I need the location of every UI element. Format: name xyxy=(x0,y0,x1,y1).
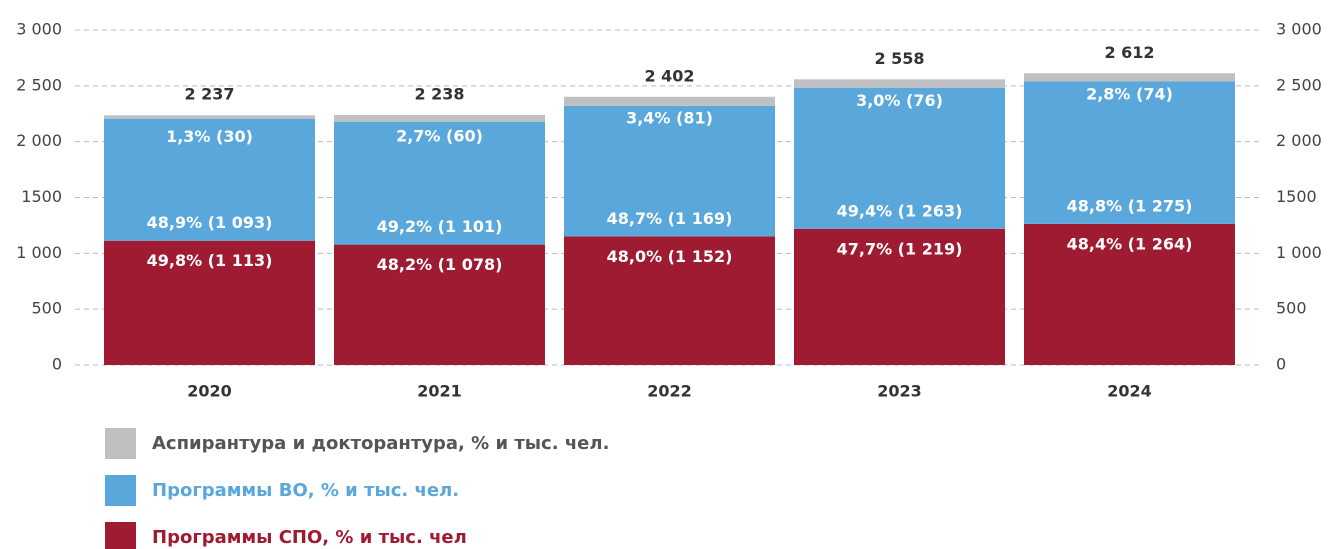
bar-segment xyxy=(334,114,545,122)
legend-swatch xyxy=(105,428,136,459)
bar-segment xyxy=(104,118,315,241)
y2-tick-label: 1500 xyxy=(1276,187,1317,206)
value-label: 1,3% (30) xyxy=(166,127,253,146)
legend-swatch xyxy=(105,475,136,506)
x-tick-label: 2021 xyxy=(417,382,462,401)
total-label: 2 402 xyxy=(644,66,694,85)
x-tick-label: 2023 xyxy=(877,382,922,401)
x-tick-label: 2022 xyxy=(647,382,692,401)
bar-segment xyxy=(794,228,1005,365)
y-tick-label: 1 000 xyxy=(16,243,62,262)
legend-label: Аспирантура и докторантура, % и тыс. чел… xyxy=(152,433,609,454)
value-label: 3,0% (76) xyxy=(856,91,943,110)
legend-label: Программы ВО, % и тыс. чел. xyxy=(152,480,459,501)
value-label: 47,7% (1 219) xyxy=(837,239,963,258)
bar-segment xyxy=(564,105,775,237)
total-label: 2 558 xyxy=(874,49,924,68)
value-label: 48,9% (1 093) xyxy=(147,213,273,232)
bar-segment xyxy=(334,244,545,365)
value-label: 48,0% (1 152) xyxy=(607,247,733,266)
value-label: 48,2% (1 078) xyxy=(377,255,503,274)
bar-segment xyxy=(564,236,775,365)
y-tick-label: 2 000 xyxy=(16,131,62,150)
bar-segment xyxy=(794,79,1005,88)
bar-segment xyxy=(334,121,545,245)
y2-tick-label: 2 500 xyxy=(1276,75,1322,94)
bar-segment xyxy=(1024,223,1235,365)
legend-label: Программы СПО, % и тыс. чел xyxy=(152,527,467,548)
y2-tick-label: 2 000 xyxy=(1276,131,1322,150)
value-label: 2,7% (60) xyxy=(396,126,483,145)
total-label: 2 238 xyxy=(414,85,464,104)
bar-segment xyxy=(1024,73,1235,82)
y-tick-label: 2 500 xyxy=(16,75,62,94)
value-label: 48,8% (1 275) xyxy=(1067,196,1193,215)
total-label: 2 612 xyxy=(1104,43,1154,62)
y-tick-label: 0 xyxy=(52,355,62,374)
bar-segment xyxy=(104,240,315,365)
x-tick-label: 2020 xyxy=(187,382,232,401)
y2-tick-label: 500 xyxy=(1276,299,1307,318)
y2-tick-label: 0 xyxy=(1276,355,1286,374)
total-label: 2 237 xyxy=(184,85,234,104)
bar-segment xyxy=(104,115,315,119)
legend-swatch xyxy=(105,522,136,549)
value-label: 3,4% (81) xyxy=(626,108,713,127)
value-label: 49,2% (1 101) xyxy=(377,217,503,236)
bar-segment xyxy=(1024,81,1235,224)
value-label: 2,8% (74) xyxy=(1086,85,1173,104)
value-label: 49,8% (1 113) xyxy=(147,251,273,270)
value-label: 49,4% (1 263) xyxy=(837,201,963,220)
y2-tick-label: 3 000 xyxy=(1276,20,1322,39)
y-tick-label: 500 xyxy=(31,299,62,318)
y-tick-label: 1500 xyxy=(21,187,62,206)
bar-segment xyxy=(564,96,775,106)
y2-tick-label: 1 000 xyxy=(1276,243,1322,262)
y-tick-label: 3 000 xyxy=(16,20,62,39)
bar-segment xyxy=(794,87,1005,229)
value-label: 48,7% (1 169) xyxy=(607,209,733,228)
value-label: 48,4% (1 264) xyxy=(1067,234,1193,253)
x-tick-label: 2024 xyxy=(1107,382,1152,401)
